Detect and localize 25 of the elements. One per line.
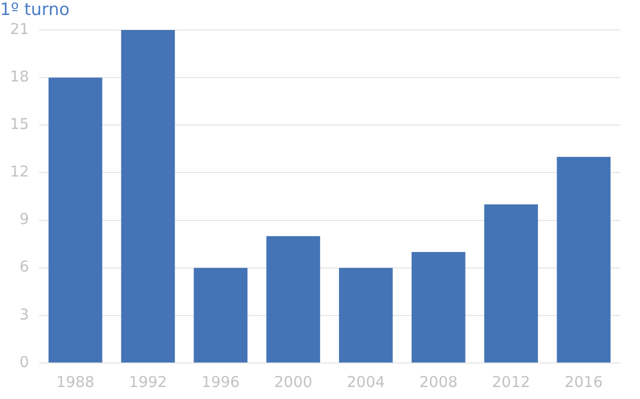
chart-title: 1º turno bbox=[0, 0, 70, 20]
x-tick-label: 2000 bbox=[274, 372, 312, 391]
y-tick-label: 9 bbox=[20, 210, 30, 228]
y-tick-label: 15 bbox=[10, 115, 30, 134]
bar bbox=[556, 156, 611, 362]
x-tick-label: 2016 bbox=[564, 372, 603, 391]
x-tick-label: 1992 bbox=[128, 372, 168, 391]
bar bbox=[48, 78, 102, 362]
bar bbox=[121, 30, 175, 362]
x-tick-label: 1996 bbox=[202, 372, 240, 391]
y-tick-label: 12 bbox=[10, 162, 30, 181]
x-tick-label: 2008 bbox=[419, 372, 458, 391]
x-tick-label: 1988 bbox=[56, 372, 94, 391]
y-tick-label: 21 bbox=[10, 20, 30, 38]
y-tick-label: 18 bbox=[10, 67, 30, 86]
x-tick-label: 2012 bbox=[492, 372, 530, 391]
y-tick-label: 3 bbox=[20, 305, 30, 324]
bar bbox=[484, 204, 538, 362]
y-tick-label: 6 bbox=[20, 258, 30, 276]
bar bbox=[266, 236, 320, 362]
bar bbox=[338, 268, 393, 362]
bar bbox=[412, 252, 466, 362]
y-tick-label: 0 bbox=[20, 352, 30, 371]
bar bbox=[194, 268, 248, 362]
x-tick-label: 2004 bbox=[346, 372, 385, 391]
